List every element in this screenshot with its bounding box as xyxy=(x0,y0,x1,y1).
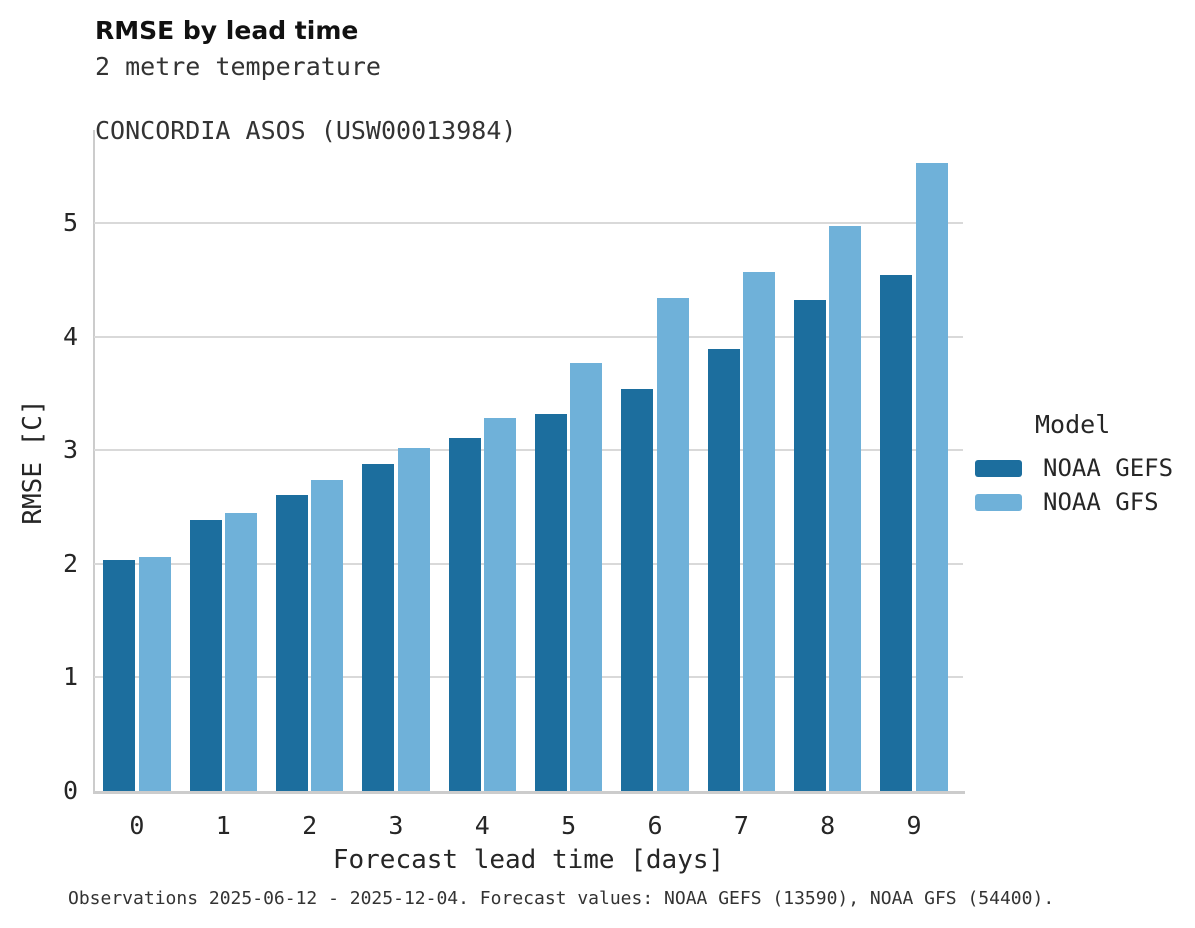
bar-noaa-gefs-day9 xyxy=(880,275,913,791)
chart-subtitle-line2: CONCORDIA ASOS (USW00013984) xyxy=(95,116,517,145)
bar-noaa-gefs-day3 xyxy=(362,463,395,791)
bar-noaa-gefs-day2 xyxy=(276,494,308,791)
bar-noaa-gefs-day5 xyxy=(535,413,568,791)
bar-noaa-gfs-day6 xyxy=(656,297,689,791)
bar-noaa-gefs-day1 xyxy=(189,519,222,791)
y-tick-label-0: 0 xyxy=(62,776,78,805)
y-axis-spine xyxy=(93,130,95,791)
legend-label-noaa-gfs: NOAA GFS xyxy=(1043,488,1159,516)
bar-noaa-gfs-day8 xyxy=(829,226,862,791)
gridline-y-5 xyxy=(94,222,963,224)
x-tick-label-6: 6 xyxy=(647,811,663,840)
x-tick-label-4: 4 xyxy=(474,811,490,840)
x-tick-label-9: 9 xyxy=(906,811,922,840)
x-tick-label-0: 0 xyxy=(129,811,145,840)
legend-label-noaa-gefs: NOAA GEFS xyxy=(1043,454,1174,482)
bar-noaa-gfs-day3 xyxy=(397,447,430,791)
bar-noaa-gefs-day7 xyxy=(707,349,740,791)
bar-noaa-gefs-day8 xyxy=(794,300,827,791)
gridline-y-3 xyxy=(94,449,963,452)
y-tick-label-1: 1 xyxy=(62,662,78,692)
y-tick-label-2: 2 xyxy=(62,548,78,578)
gridline-y-4 xyxy=(94,335,963,338)
y-tick-label-4: 4 xyxy=(62,321,78,351)
chart-subtitle: 2 metre temperature CONCORDIA ASOS (USW0… xyxy=(95,51,516,147)
bar-noaa-gfs-day9 xyxy=(915,162,948,791)
bar-noaa-gefs-day6 xyxy=(621,388,654,791)
y-axis-label: RMSE [C] xyxy=(18,399,48,525)
caption: Observations 2025-06-12 - 2025-12-04. Fo… xyxy=(68,888,1055,909)
x-tick-label-3: 3 xyxy=(388,811,404,840)
x-tick-label-5: 5 xyxy=(561,811,577,840)
bar-noaa-gfs-day2 xyxy=(311,479,344,791)
legend-swatch-noaa-gefs xyxy=(975,459,1022,477)
x-tick-label-8: 8 xyxy=(820,811,836,840)
chart-subtitle-line1: 2 metre temperature xyxy=(95,52,381,81)
chart-title: RMSE by lead time xyxy=(95,16,359,45)
bar-noaa-gfs-day7 xyxy=(742,271,775,791)
x-tick-label-7: 7 xyxy=(733,811,749,840)
legend-swatch-noaa-gfs xyxy=(975,493,1022,511)
bar-noaa-gefs-day0 xyxy=(103,560,136,791)
x-tick-label-2: 2 xyxy=(302,811,318,840)
y-tick-label-3: 3 xyxy=(62,435,78,465)
y-tick-label-5: 5 xyxy=(62,208,78,237)
bar-noaa-gfs-day0 xyxy=(138,556,171,791)
plot-area xyxy=(94,130,963,791)
legend: Model NOAA GEFS NOAA GFS xyxy=(975,410,1173,519)
legend-item-noaa-gefs: NOAA GEFS xyxy=(975,451,1173,485)
gridline-y-1 xyxy=(94,676,963,679)
gridline-y-2 xyxy=(94,562,963,565)
x-tick-label-1: 1 xyxy=(215,811,231,840)
bar-noaa-gfs-day1 xyxy=(224,512,257,791)
legend-title: Model xyxy=(1035,410,1111,439)
x-axis-label: Forecast lead time [days] xyxy=(332,845,725,875)
bar-noaa-gfs-day4 xyxy=(483,418,516,791)
x-axis-spine xyxy=(93,791,965,794)
bar-noaa-gfs-day5 xyxy=(570,362,603,791)
legend-item-noaa-gfs: NOAA GFS xyxy=(975,485,1173,519)
bar-noaa-gefs-day4 xyxy=(448,437,481,791)
